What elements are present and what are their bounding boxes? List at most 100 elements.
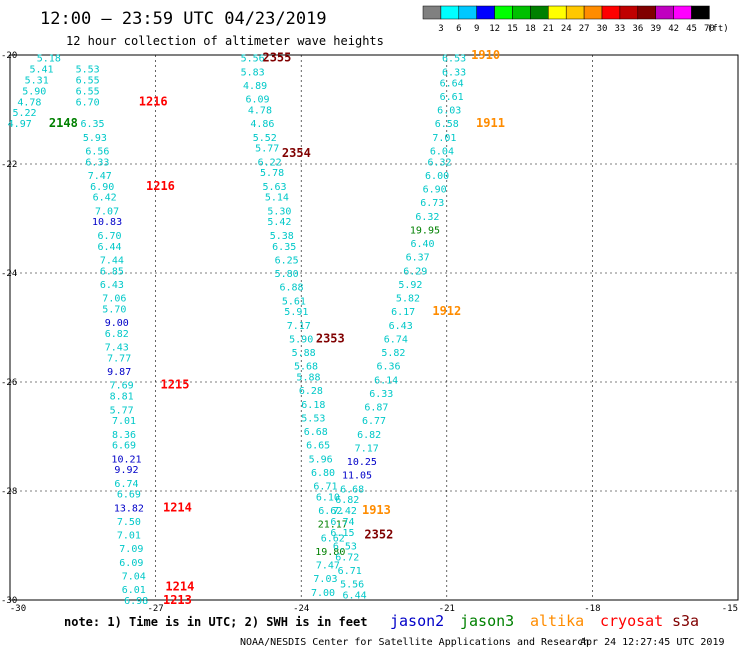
- data-point: 6.32: [427, 157, 451, 168]
- data-point: 5.83: [241, 67, 265, 78]
- data-point: 7.43: [105, 343, 129, 354]
- data-point: 6.65: [306, 441, 330, 452]
- color-scale-label: 24: [561, 24, 572, 34]
- data-point: 6.17: [391, 307, 415, 318]
- data-point: 6.22: [258, 157, 282, 168]
- data-point: 6.55: [76, 76, 100, 87]
- chart-subtitle: 12 hour collection of altimeter wave hei…: [66, 34, 384, 48]
- data-point: 6.72: [335, 552, 359, 563]
- data-point: 7.01: [112, 416, 136, 427]
- data-point: 6.28: [299, 386, 323, 397]
- data-point: 6.35: [272, 242, 296, 253]
- data-point: 6.68: [340, 484, 364, 495]
- time-label: 2148: [49, 116, 78, 130]
- color-scale-label: 39: [650, 24, 661, 34]
- data-point: 4.89: [243, 81, 267, 92]
- data-point: 7.07: [95, 206, 119, 217]
- data-point: 5.77: [110, 405, 134, 416]
- color-scale-label: 12: [489, 24, 500, 34]
- data-point: 5.14: [265, 193, 289, 204]
- data-point: 6.09: [119, 558, 143, 569]
- data-point: 6.33: [369, 389, 393, 400]
- data-point: 6.62: [321, 533, 345, 544]
- x-tick-label: -18: [584, 604, 600, 614]
- data-point: 7.06: [102, 294, 126, 305]
- color-scale-swatch: [601, 5, 621, 20]
- data-point: 5.88: [292, 348, 316, 359]
- x-tick-label: -30: [10, 604, 26, 614]
- data-point: 6.58: [435, 119, 459, 130]
- color-scale-swatch: [565, 5, 585, 20]
- data-point: 6.73: [420, 198, 444, 209]
- color-scale-label: 27: [579, 24, 590, 34]
- data-point: 5.77: [255, 144, 279, 155]
- color-scale-unit: (ft): [707, 24, 729, 34]
- legend-entry-altika: altika: [530, 612, 584, 630]
- time-label: 1216: [139, 94, 168, 108]
- data-point: 5.82: [381, 348, 405, 359]
- data-point: 7.77: [107, 353, 131, 364]
- time-label: 2355: [262, 51, 291, 65]
- data-point: 7.01: [432, 133, 456, 144]
- data-point: 6.82: [357, 430, 381, 441]
- data-point: 6.01: [122, 585, 146, 596]
- plot-frame: [9, 54, 739, 601]
- data-point: 5.90: [289, 334, 313, 345]
- color-scale-label: 30: [597, 24, 608, 34]
- data-point: 6.35: [80, 119, 104, 130]
- data-point: 6.53: [442, 54, 466, 65]
- data-point: 6.62: [318, 506, 342, 517]
- color-scale-label: 18: [525, 24, 536, 34]
- legend-entry-jason2: jason2: [390, 612, 444, 630]
- legend-entry-jason3: jason3: [460, 612, 514, 630]
- data-point: 5.52: [253, 133, 277, 144]
- color-scale-swatch: [673, 5, 692, 20]
- color-scale-label: 3: [438, 24, 443, 34]
- data-point: 11.05: [342, 471, 372, 482]
- data-point: 6.36: [377, 362, 401, 373]
- color-scale-swatch: [548, 5, 567, 20]
- data-point: 6.56: [85, 146, 109, 157]
- color-scale-swatch: [637, 5, 656, 20]
- color-scale-swatch: [422, 5, 442, 20]
- data-point: 6.32: [415, 212, 439, 223]
- data-point: 6.42: [93, 193, 117, 204]
- data-point: 6.98: [124, 596, 148, 607]
- color-scale-swatch: [619, 5, 639, 20]
- color-scale-label: 45: [686, 24, 697, 34]
- data-point: 6.43: [100, 280, 124, 291]
- grid: [9, 54, 739, 601]
- data-point: 6.74: [384, 334, 408, 345]
- data-point: 7.50: [117, 517, 141, 528]
- chart-title: 12:00 — 23:59 UTC 04/23/2019: [40, 9, 327, 29]
- data-point: 6.69: [117, 490, 141, 501]
- time-label: 2352: [364, 528, 393, 542]
- data-point: 6.44: [97, 242, 121, 253]
- data-point: 6.61: [440, 92, 464, 103]
- x-tick-label: -15: [722, 604, 738, 614]
- y-tick-label: -30: [1, 596, 17, 606]
- color-scale-swatch: [458, 5, 477, 20]
- data-point: 9.00: [105, 318, 129, 329]
- data-point: 7.00: [311, 588, 335, 599]
- data-point: 19.80: [315, 547, 345, 558]
- data-point: 6.53: [333, 542, 357, 553]
- data-point: 6.70: [97, 231, 121, 242]
- color-scale-swatch: [691, 5, 710, 20]
- data-point: 5.18: [37, 54, 61, 65]
- data-point: 10.83: [92, 217, 122, 228]
- data-point: 5.63: [262, 182, 286, 193]
- data-point: 5.96: [309, 454, 333, 465]
- data-point: 7.17: [355, 443, 379, 454]
- data-point: 6.33: [442, 67, 466, 78]
- data-point: 9.87: [107, 367, 131, 378]
- data-point: 5.68: [294, 362, 318, 373]
- y-tick-label: -22: [1, 160, 17, 170]
- color-scale-swatch: [583, 5, 603, 20]
- data-point: 6.71: [313, 482, 337, 493]
- data-point: 6.29: [403, 266, 427, 277]
- data-point: 4.86: [250, 119, 274, 130]
- data-point: 4.97: [8, 119, 32, 130]
- data-point: 6.55: [76, 86, 100, 97]
- data-point: 6.82: [105, 329, 129, 340]
